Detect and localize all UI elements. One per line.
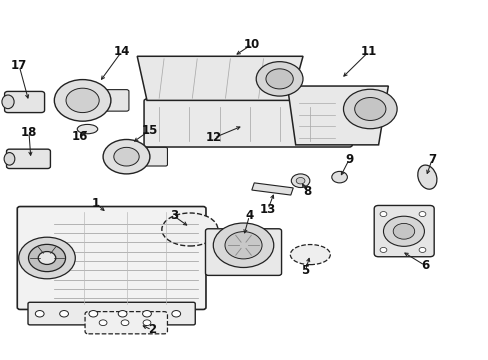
Circle shape [296, 177, 305, 184]
Circle shape [379, 247, 386, 252]
Circle shape [291, 174, 309, 188]
Circle shape [171, 311, 180, 317]
Circle shape [121, 320, 129, 325]
Circle shape [38, 252, 56, 265]
Ellipse shape [162, 213, 218, 246]
Text: 5: 5 [301, 264, 309, 277]
FancyBboxPatch shape [373, 206, 433, 257]
Text: 3: 3 [169, 210, 178, 222]
Text: 8: 8 [302, 185, 310, 198]
Text: 16: 16 [71, 130, 88, 143]
Circle shape [28, 244, 65, 272]
Circle shape [35, 311, 44, 317]
Text: 1: 1 [92, 197, 100, 210]
Circle shape [354, 98, 385, 121]
Text: 18: 18 [21, 126, 37, 139]
FancyBboxPatch shape [205, 229, 281, 275]
Circle shape [103, 139, 150, 174]
Circle shape [256, 62, 303, 96]
Circle shape [66, 88, 99, 113]
FancyBboxPatch shape [28, 302, 195, 325]
Circle shape [418, 247, 425, 252]
FancyBboxPatch shape [4, 91, 44, 113]
Ellipse shape [77, 125, 98, 134]
Text: 6: 6 [420, 259, 428, 272]
Circle shape [19, 237, 75, 279]
Ellipse shape [2, 95, 14, 109]
FancyBboxPatch shape [6, 149, 50, 168]
Circle shape [89, 311, 98, 317]
Circle shape [54, 80, 111, 121]
Circle shape [383, 216, 424, 246]
Polygon shape [137, 56, 303, 100]
Ellipse shape [417, 165, 436, 189]
Polygon shape [287, 86, 387, 145]
FancyBboxPatch shape [17, 207, 205, 310]
Text: 10: 10 [243, 38, 260, 51]
Circle shape [418, 212, 425, 217]
Text: 7: 7 [427, 153, 435, 166]
FancyBboxPatch shape [144, 99, 351, 147]
Text: 2: 2 [147, 323, 156, 336]
Circle shape [60, 311, 68, 317]
Circle shape [142, 311, 151, 317]
Circle shape [118, 311, 127, 317]
Circle shape [379, 212, 386, 217]
Circle shape [213, 223, 273, 267]
Circle shape [265, 69, 293, 89]
Text: 17: 17 [11, 59, 27, 72]
Text: 13: 13 [259, 203, 275, 216]
Ellipse shape [290, 244, 330, 265]
Text: 12: 12 [206, 131, 222, 144]
Text: 15: 15 [141, 124, 157, 137]
Circle shape [224, 231, 262, 259]
Text: 14: 14 [113, 45, 129, 58]
FancyBboxPatch shape [97, 90, 129, 111]
Circle shape [114, 147, 139, 166]
Circle shape [392, 224, 414, 239]
Circle shape [99, 320, 107, 325]
Ellipse shape [4, 153, 15, 165]
Text: 9: 9 [345, 153, 353, 166]
Circle shape [143, 320, 151, 325]
FancyBboxPatch shape [85, 312, 167, 334]
FancyBboxPatch shape [138, 147, 167, 166]
Text: 4: 4 [245, 210, 253, 222]
Circle shape [331, 171, 346, 183]
Polygon shape [251, 183, 293, 195]
Circle shape [343, 89, 396, 129]
Text: 11: 11 [360, 45, 376, 58]
